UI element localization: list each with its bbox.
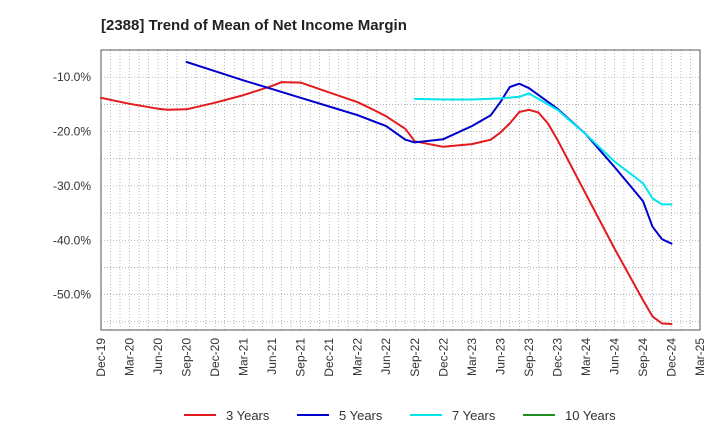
y-axis: -10.0% -20.0% -30.0% -40.0% -50.0% — [53, 70, 91, 301]
x-tick-label: Mar-24 — [579, 338, 593, 376]
x-tick-label: Jun-21 — [265, 338, 279, 375]
x-tick-label: Sep-24 — [636, 338, 650, 377]
series-lines — [100, 61, 673, 325]
x-tick-label: Dec-21 — [322, 338, 336, 377]
grid — [101, 50, 700, 330]
series-line-3-years — [100, 81, 673, 325]
series-line-7-years — [413, 92, 673, 206]
x-tick-label: Mar-22 — [351, 338, 365, 376]
legend-label: 3 Years — [226, 408, 270, 423]
y-tick-label: -20.0% — [53, 125, 91, 139]
series-line-5-years — [185, 61, 673, 245]
x-tick-label: Dec-24 — [664, 338, 678, 377]
legend-label: 7 Years — [452, 408, 496, 423]
y-tick-label: -40.0% — [53, 233, 91, 247]
y-tick-label: -50.0% — [53, 288, 91, 302]
x-tick-label: Mar-20 — [123, 338, 137, 376]
x-tick-label: Jun-23 — [493, 338, 507, 375]
x-tick-label: Sep-21 — [294, 338, 308, 377]
x-tick-label: Mar-23 — [465, 338, 479, 376]
legend-label: 5 Years — [339, 408, 383, 423]
x-tick-label: Sep-20 — [180, 338, 194, 377]
chart-title: [2388] Trend of Mean of Net Income Margi… — [101, 17, 407, 34]
x-tick-label: Jun-20 — [151, 338, 165, 375]
x-tick-label: Dec-20 — [208, 338, 222, 377]
x-axis: Dec-19 Mar-20 Jun-20 Sep-20 Dec-20 Mar-21 Jun-… — [94, 338, 707, 377]
y-tick-label: -10.0% — [53, 70, 91, 84]
x-tick-label: Mar-25 — [693, 338, 707, 376]
legend: 3 Years 5 Years 7 Years 10 Years — [184, 408, 616, 423]
x-tick-label: Jun-22 — [379, 338, 393, 375]
y-tick-label: -30.0% — [53, 179, 91, 193]
x-tick-label: Jun-24 — [607, 338, 621, 375]
x-tick-label: Dec-23 — [550, 338, 564, 377]
x-tick-label: Sep-23 — [522, 338, 536, 377]
legend-label: 10 Years — [565, 408, 616, 423]
x-tick-label: Mar-21 — [237, 338, 251, 376]
x-tick-label: Sep-22 — [408, 338, 422, 377]
x-tick-label: Dec-22 — [436, 338, 450, 377]
x-tick-label: Dec-19 — [94, 338, 108, 377]
plot-area — [100, 49, 701, 331]
